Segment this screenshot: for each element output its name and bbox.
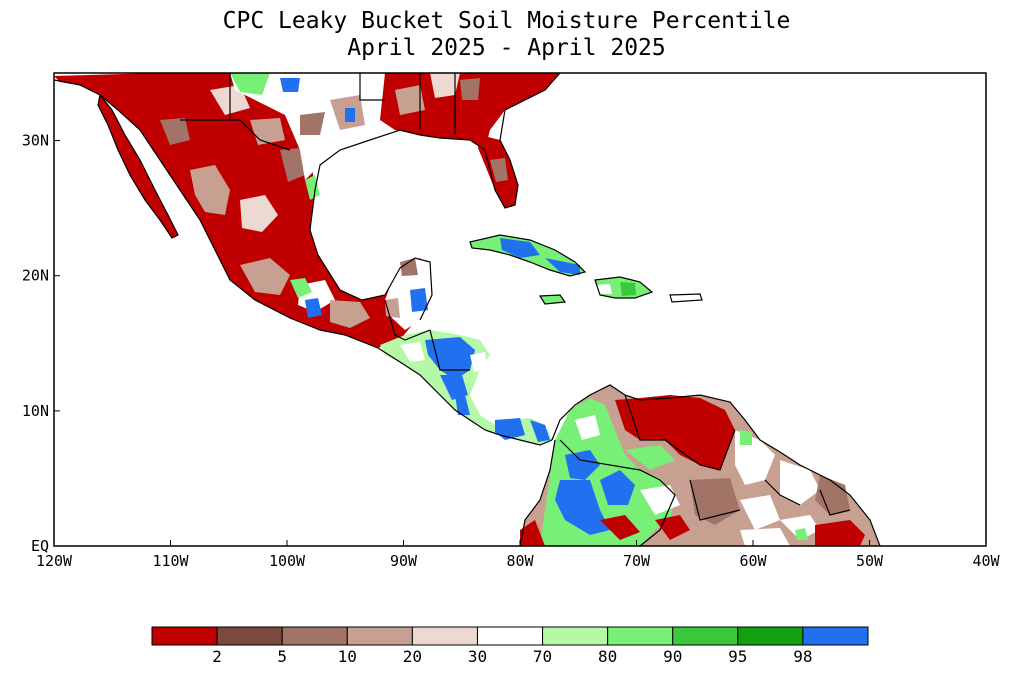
lon-tick-label: 60W [739,552,767,570]
colorbar-label: 10 [338,647,357,666]
coastlines [54,73,881,546]
colorbar-label: 30 [468,647,487,666]
longitude-axis: 120W 110W 100W 90W 80W 70W 60W 50W 40W [36,540,1001,570]
lat-tick-label: 10N [22,402,49,420]
colorbar-swatch [672,626,739,646]
colorbar-label: 2 [212,647,222,666]
colorbar-label: 5 [277,647,287,666]
colorbar-swatch [281,626,348,646]
map-subtitle: April 2025 - April 2025 [347,35,666,61]
lon-tick-label: 120W [36,552,73,570]
lon-tick-label: 40W [972,552,1000,570]
lat-tick-label: EQ [31,537,49,555]
lat-tick-label: 30N [22,132,49,150]
landmass-caribbean [470,182,702,304]
colorbar-label: 98 [793,647,812,666]
map-title: CPC Leaky Bucket Soil Moisture Percentil… [222,8,791,34]
landmass-central-america [380,258,552,445]
colorbar-swatch [411,626,478,646]
colorbar-swatch [802,626,869,646]
lon-tick-label: 110W [152,552,189,570]
colorbar-swatch [476,626,544,646]
colorbar-label: 70 [533,647,552,666]
lat-tick-label: 20N [22,267,49,285]
colorbar-swatch [151,626,218,646]
lon-tick-label: 80W [506,552,534,570]
colorbar-swatch [346,626,413,646]
map-content [54,73,986,546]
colorbar: 2 5 10 20 30 70 80 90 95 98 [151,626,869,666]
colorbar-swatch [607,626,674,646]
lon-tick-label: 90W [390,552,418,570]
lon-tick-label: 70W [623,552,651,570]
colorbar-swatch [737,626,804,646]
colorbar-label: 95 [728,647,747,666]
colorbar-label: 90 [663,647,682,666]
lon-tick-label: 50W [856,552,884,570]
colorbar-label: 20 [403,647,422,666]
colorbar-label: 80 [598,647,617,666]
lon-tick-label: 100W [269,552,306,570]
colorbar-swatch [216,626,283,646]
latitude-axis: EQ 10N 20N 30N [22,132,60,555]
colorbar-swatch [542,626,609,646]
